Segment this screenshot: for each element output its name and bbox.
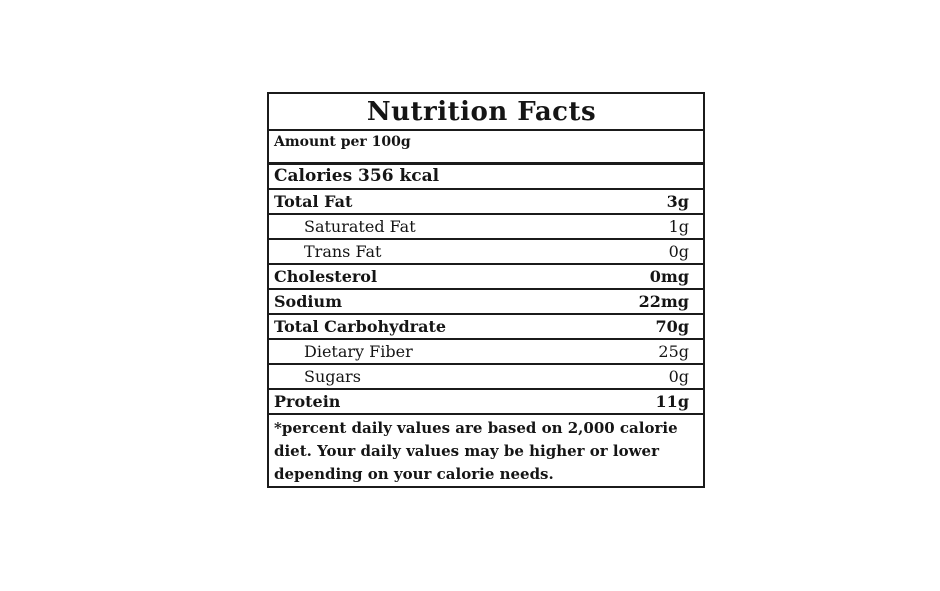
nutrient-name: Cholesterol bbox=[274, 266, 378, 286]
nutrient-value: 11g bbox=[655, 391, 689, 411]
nutrient-value: 0mg bbox=[649, 266, 689, 286]
amount-per-row: Amount per 100g bbox=[269, 131, 703, 165]
nutrient-row-sodium: Sodium 22mg bbox=[269, 290, 703, 315]
nutrient-row-cholesterol: Cholesterol 0mg bbox=[269, 265, 703, 290]
nutrient-name: Trans Fat bbox=[304, 241, 382, 261]
nutrient-name: Protein bbox=[274, 391, 341, 411]
label-title: Nutrition Facts bbox=[366, 96, 597, 127]
nutrient-row-sugars: Sugars 0g bbox=[269, 365, 703, 390]
calories-row: Calories 356 kcal bbox=[269, 165, 703, 190]
amount-per-text: Amount per 100g bbox=[274, 134, 411, 150]
nutrient-name: Dietary Fiber bbox=[304, 341, 413, 361]
daily-values-footnote: *percent daily values are based on 2,000… bbox=[269, 415, 703, 486]
nutrient-row-total-fat: Total Fat 3g bbox=[269, 190, 703, 215]
nutrient-value: 0g bbox=[668, 241, 689, 261]
nutrient-name: Sodium bbox=[274, 291, 343, 311]
nutrient-value: 70g bbox=[655, 316, 689, 336]
nutrient-row-protein: Protein 11g bbox=[269, 390, 703, 415]
label-title-row: Nutrition Facts bbox=[269, 94, 703, 131]
nutrient-value: 3g bbox=[666, 191, 689, 211]
nutrient-name: Total Carbohydrate bbox=[274, 316, 447, 336]
nutrition-facts-label: Nutrition Facts Amount per 100g Calories… bbox=[267, 92, 705, 488]
nutrient-row-saturated-fat: Saturated Fat 1g bbox=[269, 215, 703, 240]
nutrient-row-total-carbohydrate: Total Carbohydrate 70g bbox=[269, 315, 703, 340]
nutrient-row-trans-fat: Trans Fat 0g bbox=[269, 240, 703, 265]
nutrient-name: Total Fat bbox=[274, 191, 353, 211]
nutrient-value: 0g bbox=[668, 366, 689, 386]
nutrient-value: 25g bbox=[658, 341, 689, 361]
nutrient-name: Saturated Fat bbox=[304, 216, 416, 236]
footnote-line: diet. Your daily values may be higher or… bbox=[274, 442, 659, 460]
nutrient-value: 22mg bbox=[638, 291, 689, 311]
footnote-line: *percent daily values are based on 2,000… bbox=[274, 419, 678, 437]
calories-text: Calories 356 kcal bbox=[274, 166, 440, 186]
nutrient-name: Sugars bbox=[304, 366, 361, 386]
nutrient-value: 1g bbox=[668, 216, 689, 236]
nutrient-row-dietary-fiber: Dietary Fiber 25g bbox=[269, 340, 703, 365]
footnote-line: depending on your calorie needs. bbox=[274, 465, 554, 483]
